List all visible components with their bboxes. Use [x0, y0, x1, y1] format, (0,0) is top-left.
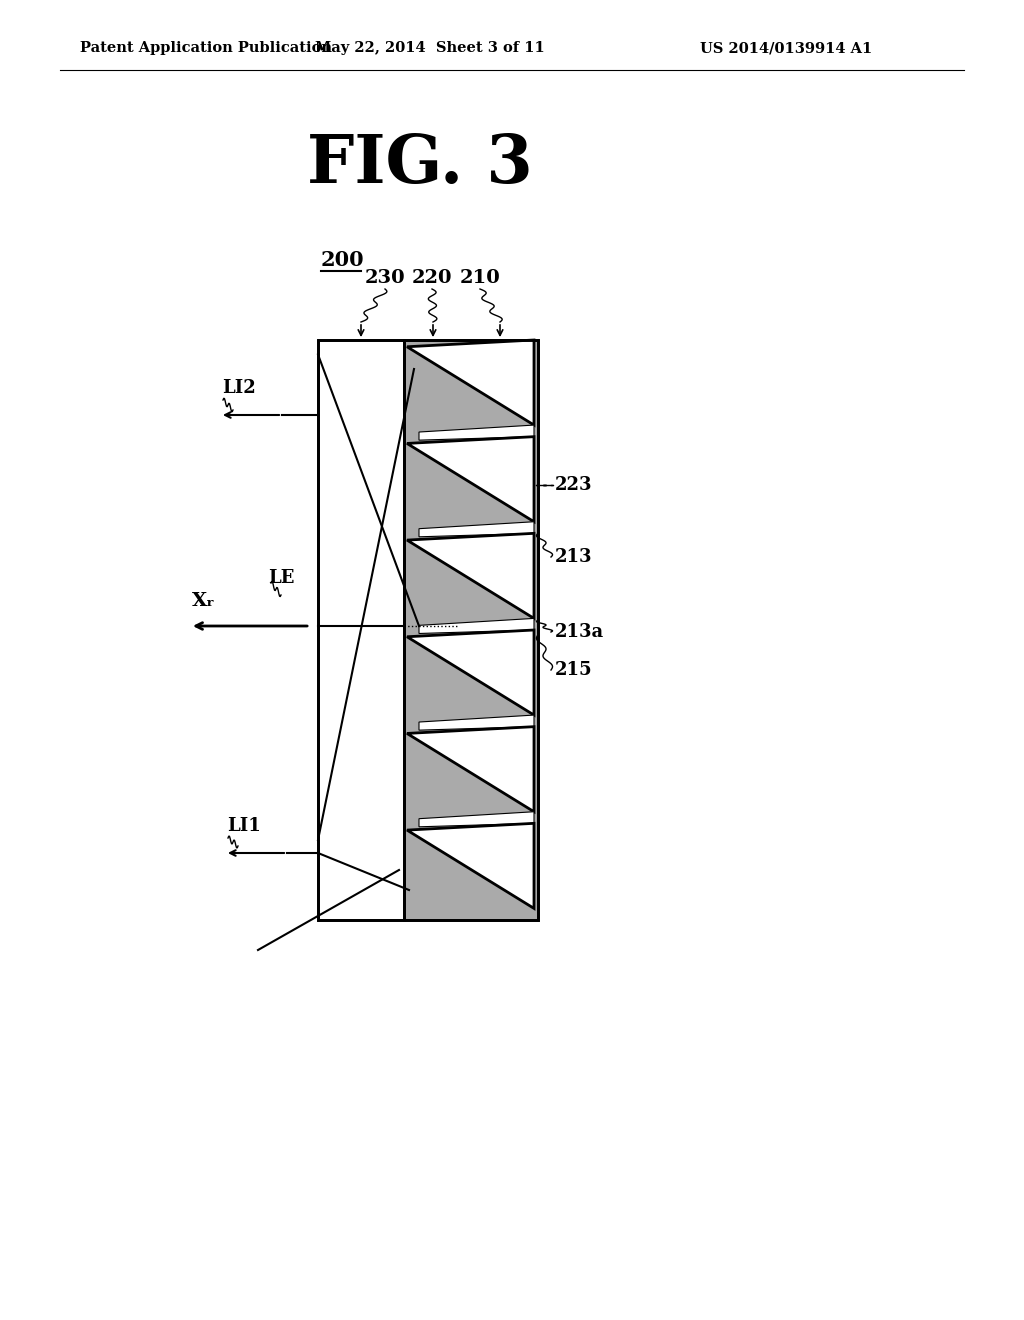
- Text: 213: 213: [555, 548, 593, 566]
- Text: 200: 200: [321, 249, 365, 271]
- Polygon shape: [407, 824, 534, 908]
- Polygon shape: [407, 341, 534, 425]
- Text: 230: 230: [365, 269, 406, 286]
- Polygon shape: [407, 630, 534, 715]
- Polygon shape: [407, 533, 534, 618]
- Text: 210: 210: [460, 269, 501, 286]
- Polygon shape: [404, 341, 538, 920]
- Text: May 22, 2014  Sheet 3 of 11: May 22, 2014 Sheet 3 of 11: [315, 41, 545, 55]
- Polygon shape: [419, 425, 534, 440]
- Polygon shape: [318, 341, 404, 920]
- Polygon shape: [407, 437, 534, 521]
- Text: LI2: LI2: [222, 379, 256, 397]
- Polygon shape: [419, 715, 534, 730]
- Polygon shape: [419, 618, 534, 634]
- Text: 215: 215: [555, 661, 593, 678]
- Text: LI1: LI1: [227, 817, 261, 836]
- Text: Patent Application Publication: Patent Application Publication: [80, 41, 332, 55]
- Text: 220: 220: [412, 269, 453, 286]
- Polygon shape: [419, 812, 534, 826]
- Polygon shape: [419, 521, 534, 537]
- Text: 213a: 213a: [555, 623, 604, 642]
- Text: LE: LE: [268, 569, 294, 587]
- Text: US 2014/0139914 A1: US 2014/0139914 A1: [700, 41, 872, 55]
- Text: Xᵣ: Xᵣ: [193, 591, 215, 610]
- Text: 223: 223: [555, 477, 593, 494]
- Polygon shape: [407, 727, 534, 812]
- Text: FIG. 3: FIG. 3: [307, 132, 532, 198]
